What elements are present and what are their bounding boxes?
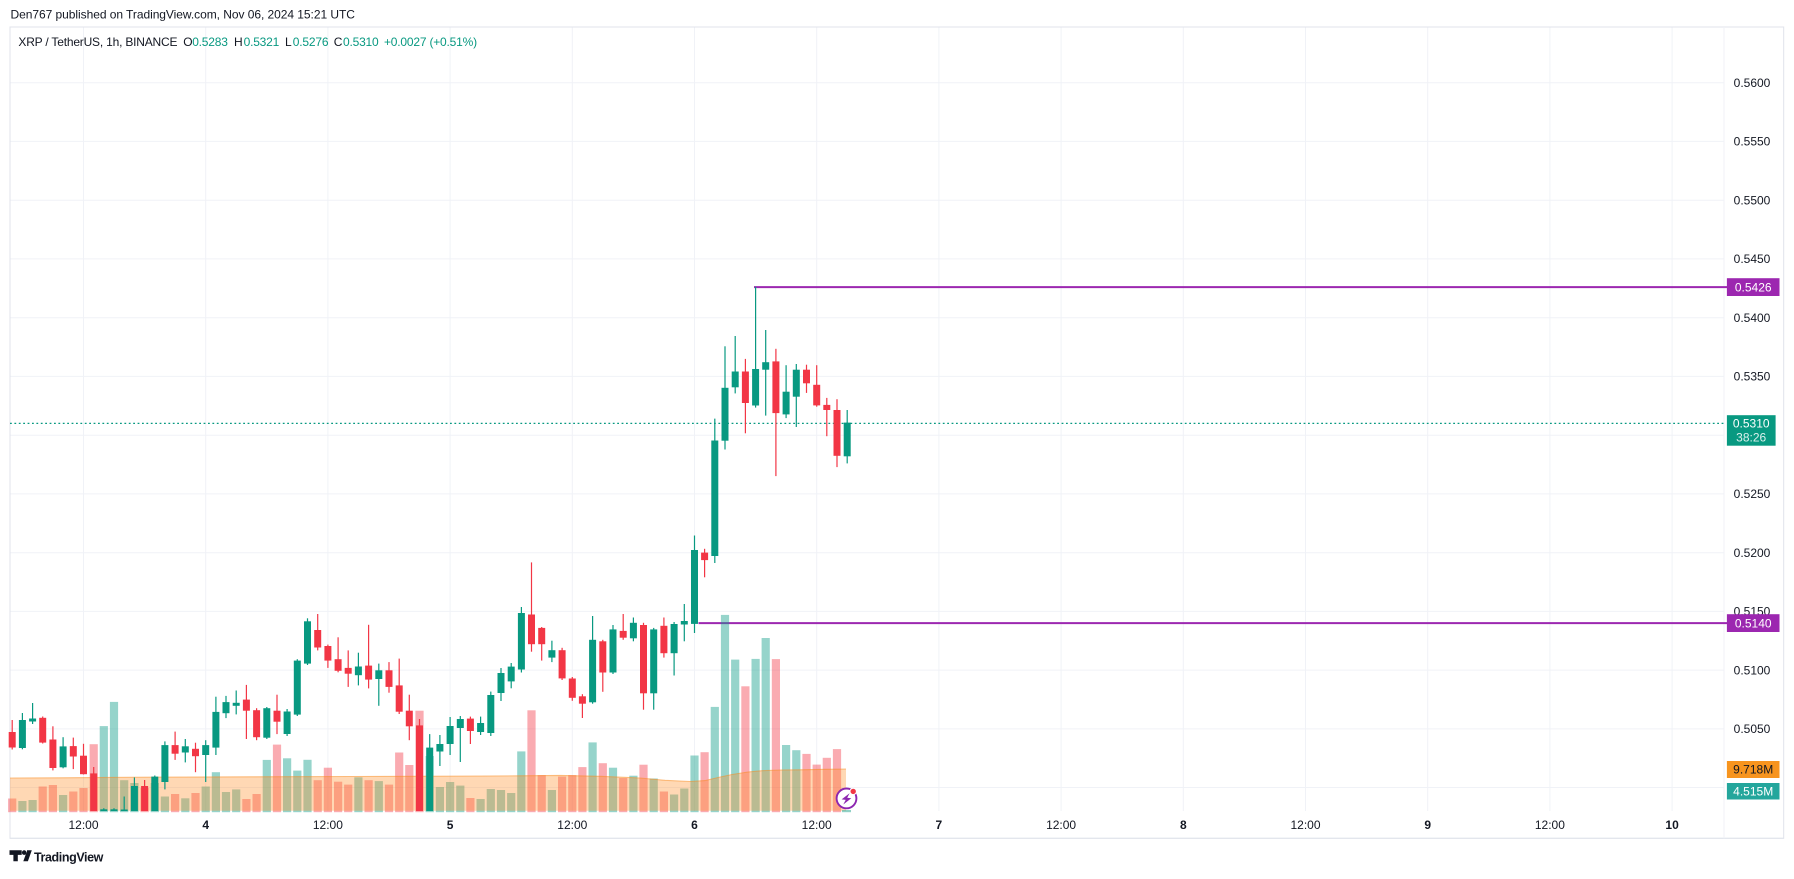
svg-text:0.5310: 0.5310 xyxy=(343,35,379,49)
svg-text:12:00: 12:00 xyxy=(1290,818,1320,832)
svg-text:0.5050: 0.5050 xyxy=(1734,722,1771,736)
svg-text:10: 10 xyxy=(1665,818,1679,832)
svg-text:0.5100: 0.5100 xyxy=(1734,663,1771,677)
svg-text:0.5276: 0.5276 xyxy=(293,35,329,49)
svg-text:8: 8 xyxy=(1180,818,1187,832)
svg-text:L: L xyxy=(285,35,292,49)
svg-text:0.5450: 0.5450 xyxy=(1734,252,1771,266)
svg-text:0.5140: 0.5140 xyxy=(1735,616,1772,630)
svg-text:4.515M: 4.515M xyxy=(1733,784,1773,798)
svg-text:Den767 published on TradingVie: Den767 published on TradingView.com, Nov… xyxy=(11,8,356,22)
svg-text:TradingView: TradingView xyxy=(34,851,104,865)
svg-text:0.5500: 0.5500 xyxy=(1734,193,1771,207)
svg-text:C: C xyxy=(334,35,343,49)
svg-text:12:00: 12:00 xyxy=(1535,818,1565,832)
svg-text:12:00: 12:00 xyxy=(557,818,587,832)
svg-text:6: 6 xyxy=(691,818,698,832)
svg-text:0.5250: 0.5250 xyxy=(1734,487,1771,501)
svg-text:0.5350: 0.5350 xyxy=(1734,370,1771,384)
svg-text:0.5426: 0.5426 xyxy=(1735,280,1772,294)
svg-text:12:00: 12:00 xyxy=(802,818,832,832)
svg-text:XRP / TetherUS, 1h, BINANCE: XRP / TetherUS, 1h, BINANCE xyxy=(18,35,177,49)
svg-text:12:00: 12:00 xyxy=(68,818,98,832)
svg-text:0.5600: 0.5600 xyxy=(1734,76,1771,90)
svg-text:0.5310: 0.5310 xyxy=(1733,417,1770,431)
svg-text:O: O xyxy=(183,35,192,49)
svg-text:0.5400: 0.5400 xyxy=(1734,311,1771,325)
svg-text:0.5321: 0.5321 xyxy=(244,35,280,49)
svg-text:9.718M: 9.718M xyxy=(1733,763,1773,777)
svg-text:+0.0027 (+0.51%): +0.0027 (+0.51%) xyxy=(384,35,477,49)
svg-text:0.5550: 0.5550 xyxy=(1734,135,1771,149)
svg-text:12:00: 12:00 xyxy=(1046,818,1076,832)
svg-text:0.5200: 0.5200 xyxy=(1734,546,1771,560)
svg-text:38:26: 38:26 xyxy=(1736,431,1766,445)
svg-text:5: 5 xyxy=(447,818,454,832)
svg-text:7: 7 xyxy=(936,818,943,832)
svg-text:9: 9 xyxy=(1424,818,1431,832)
svg-text:0.5283: 0.5283 xyxy=(192,35,228,49)
svg-text:4: 4 xyxy=(202,818,209,832)
svg-text:12:00: 12:00 xyxy=(313,818,343,832)
svg-text:H: H xyxy=(234,35,242,49)
